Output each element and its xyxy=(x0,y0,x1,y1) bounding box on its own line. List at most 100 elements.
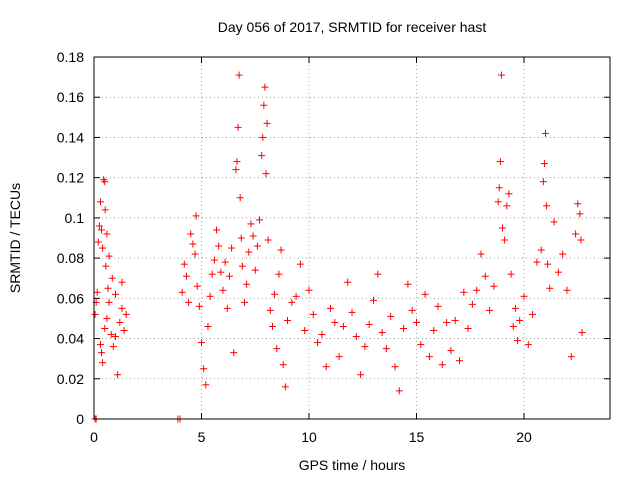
data-point xyxy=(268,322,276,330)
data-point xyxy=(339,322,347,330)
data-point xyxy=(112,290,119,298)
data-point xyxy=(191,250,199,258)
data-point xyxy=(243,280,251,288)
data-point xyxy=(114,371,122,379)
data-point xyxy=(318,331,326,339)
data-point xyxy=(382,345,390,353)
data-point xyxy=(464,325,472,332)
data-point xyxy=(105,298,113,306)
data-point xyxy=(98,226,106,234)
data-point xyxy=(344,278,352,286)
data-point xyxy=(331,318,339,326)
data-point xyxy=(182,272,190,280)
y-axis-label: SRMTID / TECUs xyxy=(7,183,23,293)
data-point xyxy=(210,256,218,264)
data-point xyxy=(273,345,281,353)
data-point xyxy=(494,198,502,206)
data-point xyxy=(264,236,272,244)
data-point xyxy=(99,359,107,367)
data-point xyxy=(245,248,253,256)
data-point xyxy=(249,232,257,240)
data-point xyxy=(576,210,584,218)
data-point xyxy=(544,260,552,268)
data-point xyxy=(434,302,442,310)
data-point xyxy=(404,280,412,288)
data-point xyxy=(187,230,195,238)
data-point xyxy=(559,250,567,258)
data-point xyxy=(391,363,399,371)
data-point xyxy=(112,333,119,341)
data-point xyxy=(497,71,505,79)
data-point xyxy=(101,206,109,214)
data-point xyxy=(185,298,193,306)
data-point xyxy=(296,260,304,268)
data-point xyxy=(486,306,494,314)
data-point xyxy=(241,298,248,306)
data-point xyxy=(281,383,289,391)
data-point xyxy=(208,270,216,278)
data-point xyxy=(230,349,238,357)
data-point xyxy=(490,282,498,290)
data-point xyxy=(96,341,104,349)
data-point xyxy=(578,329,586,337)
y-tick-label: 0 xyxy=(76,411,84,427)
data-point xyxy=(219,286,227,294)
data-point xyxy=(309,310,317,318)
data-point xyxy=(357,371,365,379)
data-point xyxy=(279,361,287,369)
data-point xyxy=(96,198,104,206)
data-point xyxy=(260,101,268,109)
data-point xyxy=(256,216,264,224)
data-point xyxy=(107,331,115,339)
data-point xyxy=(456,357,463,365)
data-point xyxy=(563,286,571,294)
data-point xyxy=(91,310,99,318)
data-point xyxy=(101,325,109,332)
data-point xyxy=(374,270,382,278)
y-tick-label: 0.1 xyxy=(65,210,85,226)
data-point xyxy=(180,260,188,268)
data-point xyxy=(520,292,528,300)
data-point xyxy=(247,220,255,228)
data-point xyxy=(223,304,231,312)
x-tick-label: 5 xyxy=(198,429,206,445)
data-point xyxy=(217,268,225,276)
data-point xyxy=(511,304,519,312)
chart-title: Day 056 of 2017, SRMTID for receiver has… xyxy=(218,19,487,35)
y-tick-label: 0.14 xyxy=(57,129,84,145)
data-point xyxy=(277,246,285,254)
y-tick-label: 0.18 xyxy=(57,49,84,65)
data-point xyxy=(533,258,541,266)
data-point xyxy=(524,341,532,349)
data-point xyxy=(193,282,201,290)
data-point xyxy=(516,316,524,324)
data-point xyxy=(361,343,369,351)
data-point xyxy=(550,218,558,226)
data-point xyxy=(94,238,102,246)
data-point xyxy=(352,333,360,341)
axis-ticks: 0 0.02 0.04 0.06 0.08 0.1 0.12 0.14 0.16 0.18 0 5 10… xyxy=(57,49,610,445)
data-point xyxy=(108,274,116,282)
data-point xyxy=(370,296,377,304)
data-point xyxy=(103,314,111,322)
data-point xyxy=(116,318,124,326)
data-point xyxy=(261,83,269,91)
grid-lines xyxy=(94,57,610,419)
data-point xyxy=(195,302,203,310)
data-point xyxy=(408,306,416,314)
data-point xyxy=(507,270,515,278)
x-tick-label: 20 xyxy=(516,429,532,445)
data-point xyxy=(477,250,485,258)
data-point xyxy=(473,286,481,294)
data-point xyxy=(102,262,110,270)
data-point xyxy=(499,224,506,232)
y-tick-label: 0.06 xyxy=(57,290,84,306)
data-point xyxy=(468,300,476,308)
data-point xyxy=(263,119,271,127)
x-tick-label: 0 xyxy=(90,429,98,445)
data-point xyxy=(501,236,509,244)
data-point xyxy=(387,312,395,320)
data-point xyxy=(567,353,575,361)
data-point xyxy=(236,194,244,202)
